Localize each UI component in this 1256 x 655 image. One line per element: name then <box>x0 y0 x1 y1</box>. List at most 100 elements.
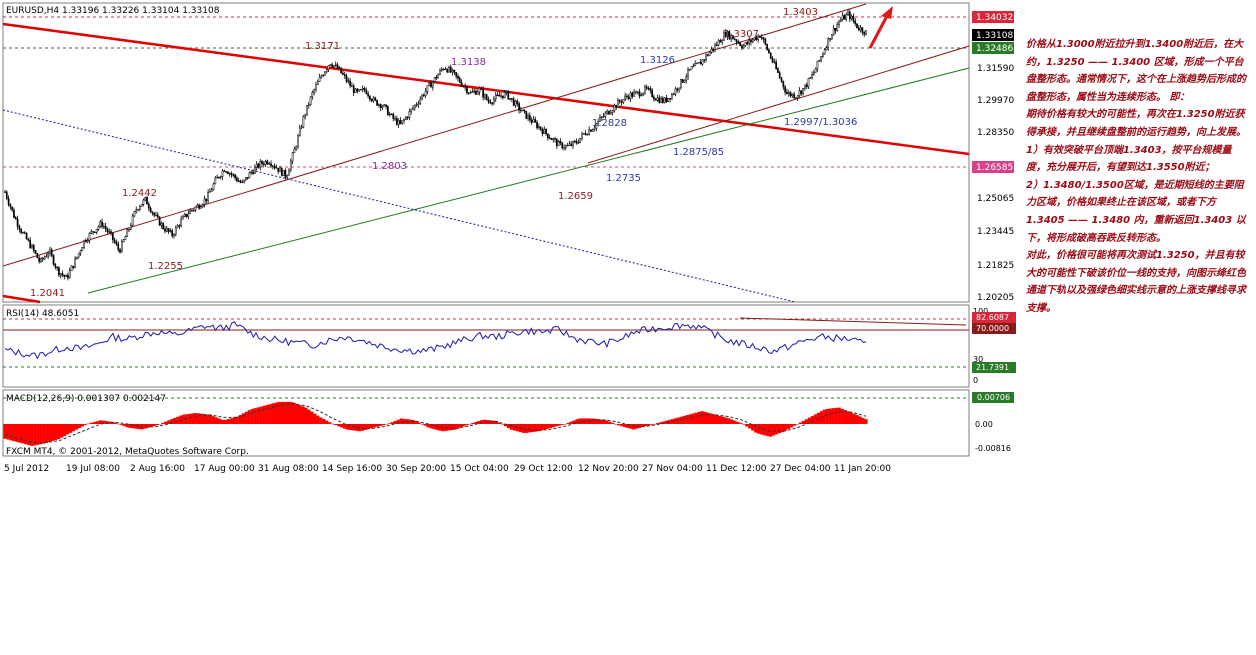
candle-body <box>182 216 184 220</box>
annotation-label: 1.3171 <box>305 41 340 52</box>
macd-bar <box>223 419 228 424</box>
candlestick-series <box>4 8 867 281</box>
candle-body <box>469 92 472 94</box>
candle-body <box>706 54 709 56</box>
candle-body <box>406 116 409 119</box>
candle-body <box>113 239 116 243</box>
macd-bar <box>161 422 165 424</box>
macd-bar <box>384 423 388 425</box>
candle-body <box>49 249 51 254</box>
candle-body <box>861 27 864 33</box>
candle-body <box>570 143 573 146</box>
candle-body <box>561 142 564 149</box>
macd-y-axis: 0.00 -0.00816 <box>975 420 1011 453</box>
macd-bar <box>810 416 814 424</box>
y-tick-label: 100 <box>973 307 988 316</box>
macd-bar <box>494 420 499 424</box>
macd-bar <box>399 418 403 424</box>
candle-body <box>270 163 272 167</box>
candle-body <box>748 39 751 45</box>
macd-bar <box>780 423 785 432</box>
macd-pane-frame <box>2 389 970 457</box>
macd-bar <box>292 402 296 424</box>
candle-body <box>820 56 822 61</box>
candle-body <box>252 171 254 174</box>
candle-body <box>588 129 591 135</box>
candle-body <box>117 243 120 250</box>
candle-body <box>399 120 402 124</box>
candle-body <box>458 77 461 83</box>
macd-bar <box>804 419 809 424</box>
macd-bar <box>801 420 806 424</box>
macd-bar <box>509 423 514 430</box>
candle-body <box>239 180 242 183</box>
candle-body <box>433 76 436 82</box>
macd-bar <box>694 412 698 424</box>
candle-body <box>449 66 452 73</box>
macd-bar <box>262 405 266 424</box>
candle-body <box>74 258 76 268</box>
price-tag <box>972 161 1014 173</box>
macd-bar <box>634 423 639 429</box>
candle-body <box>309 96 312 106</box>
candle-body <box>566 145 569 147</box>
candle-body <box>137 209 139 211</box>
macd-bar <box>155 423 159 426</box>
candle-body <box>356 88 359 92</box>
candle-body <box>342 72 344 75</box>
candle-body <box>126 229 129 237</box>
candle-body <box>41 258 44 260</box>
candle-body <box>471 91 474 93</box>
macd-bar <box>715 415 719 424</box>
candle-body <box>737 41 740 44</box>
candle-body <box>288 169 290 176</box>
macd-bar <box>83 423 88 425</box>
candle-body <box>241 181 244 184</box>
macd-bar <box>241 413 245 424</box>
candle-body <box>192 209 195 212</box>
macd-bar <box>131 423 135 429</box>
macd-bar <box>390 422 394 424</box>
candle-body <box>381 105 384 109</box>
macd-bar <box>60 423 64 438</box>
candle-body <box>167 228 170 232</box>
candle-body <box>5 191 8 199</box>
macd-bar <box>71 423 76 432</box>
candle-body <box>237 180 240 182</box>
candle-body <box>365 89 368 95</box>
x-tick-label: 5 Jul 2012 <box>4 464 49 474</box>
macd-bar <box>211 416 216 424</box>
macd-bar <box>515 423 520 432</box>
x-tick-label: 31 Aug 08:00 <box>258 464 319 474</box>
candle-body <box>575 141 578 144</box>
macd-bar <box>381 423 385 426</box>
candle-body <box>171 230 174 237</box>
y-tick-label: 1.25065 <box>977 194 1014 204</box>
price-tag <box>972 362 1016 373</box>
macd-bar <box>438 423 442 431</box>
candle-body <box>424 91 427 96</box>
macd-bar <box>450 423 454 431</box>
candle-body <box>77 252 80 258</box>
candle-body <box>176 225 179 228</box>
candle-body <box>354 88 357 93</box>
macd-bar <box>146 423 150 428</box>
candle-body <box>600 116 603 118</box>
macd-bar <box>748 423 752 429</box>
candle-body <box>778 72 781 79</box>
y-tick-label: 1.28350 <box>977 128 1014 138</box>
candle-body <box>850 15 853 20</box>
macd-bar <box>429 423 433 429</box>
macd-bar <box>128 423 132 428</box>
note-paragraph: 期待价格有较大的可能性，再次在1.3250附近获得承接，并且继续盘整前的运行趋势… <box>1026 109 1246 138</box>
macd-bar <box>736 421 740 424</box>
candle-body <box>732 35 734 40</box>
candle-body <box>609 112 612 115</box>
macd-bar <box>57 423 61 440</box>
macd-bar <box>775 423 779 435</box>
macd-bar <box>778 423 782 434</box>
candle-body <box>636 91 639 93</box>
candle-body <box>209 191 211 193</box>
candle-body <box>422 94 425 97</box>
candle-body <box>18 225 21 230</box>
